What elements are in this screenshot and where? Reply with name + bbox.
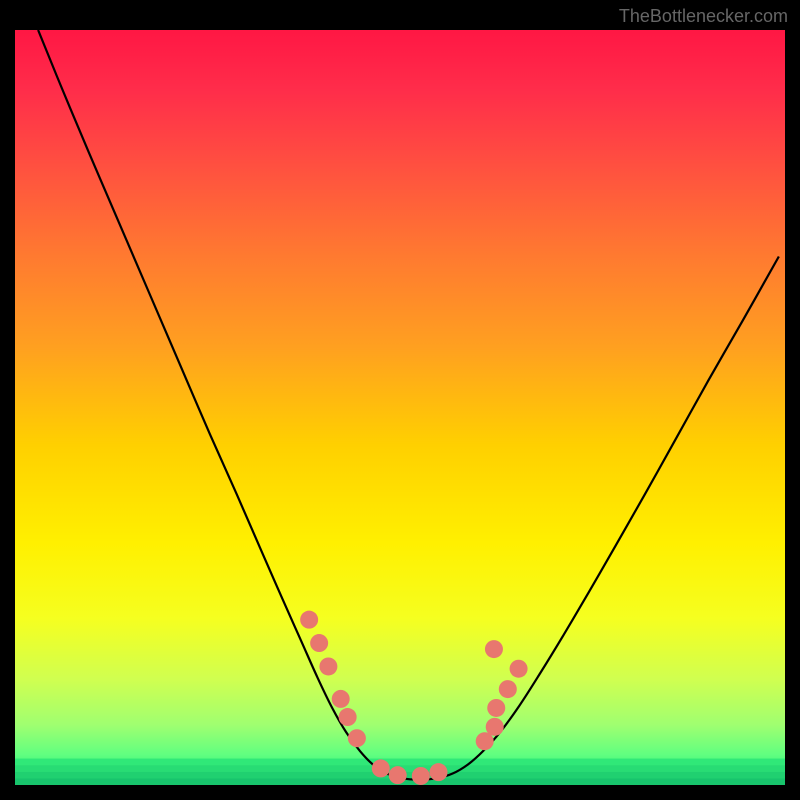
- data-marker: [412, 767, 430, 785]
- data-marker: [486, 718, 504, 736]
- data-marker: [310, 634, 328, 652]
- data-marker: [430, 763, 448, 781]
- data-marker: [372, 759, 390, 777]
- data-marker: [485, 640, 503, 658]
- data-markers: [300, 611, 527, 785]
- bottleneck-curve: [38, 30, 779, 780]
- data-marker: [339, 708, 357, 726]
- data-marker: [510, 660, 528, 678]
- data-marker: [319, 657, 337, 675]
- chart-container: [15, 30, 785, 785]
- watermark-text: TheBottlenecker.com: [619, 6, 788, 27]
- data-marker: [499, 680, 517, 698]
- data-marker: [300, 611, 318, 629]
- data-marker: [332, 690, 350, 708]
- data-marker: [348, 729, 366, 747]
- data-marker: [487, 699, 505, 717]
- curve-overlay: [15, 30, 785, 785]
- data-marker: [389, 766, 407, 784]
